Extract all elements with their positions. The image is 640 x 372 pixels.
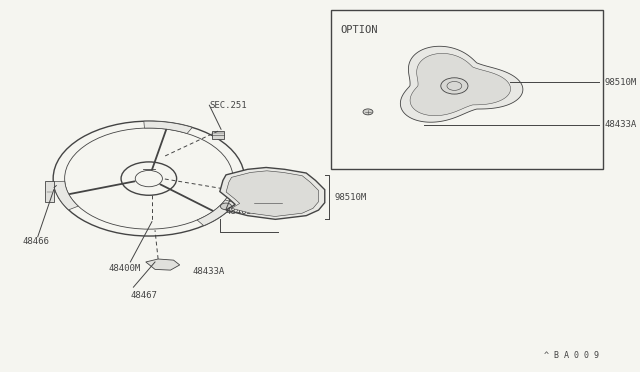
- Circle shape: [363, 109, 373, 115]
- Text: 98510M: 98510M: [334, 193, 366, 202]
- Text: 48465B: 48465B: [226, 208, 259, 217]
- Text: 98510M: 98510M: [604, 78, 637, 87]
- Polygon shape: [197, 200, 236, 226]
- Text: 48400M: 48400M: [109, 264, 141, 273]
- Polygon shape: [144, 121, 192, 134]
- Circle shape: [441, 78, 468, 94]
- Text: 48467: 48467: [131, 291, 157, 300]
- Circle shape: [220, 203, 232, 210]
- Bar: [331, 10, 602, 169]
- Text: 48433A: 48433A: [604, 121, 637, 129]
- Text: 48433A: 48433A: [192, 267, 224, 276]
- Polygon shape: [45, 181, 54, 202]
- Text: SEC.251: SEC.251: [209, 101, 247, 110]
- Polygon shape: [226, 171, 319, 217]
- FancyBboxPatch shape: [212, 131, 223, 139]
- Circle shape: [229, 187, 239, 193]
- Polygon shape: [410, 54, 511, 116]
- Text: 48466: 48466: [22, 237, 49, 246]
- Polygon shape: [401, 46, 523, 122]
- Polygon shape: [146, 259, 180, 270]
- Text: OPTION: OPTION: [340, 25, 378, 35]
- Polygon shape: [220, 167, 324, 219]
- Text: ^ B A 0 0 9: ^ B A 0 0 9: [545, 351, 600, 360]
- Polygon shape: [53, 181, 78, 210]
